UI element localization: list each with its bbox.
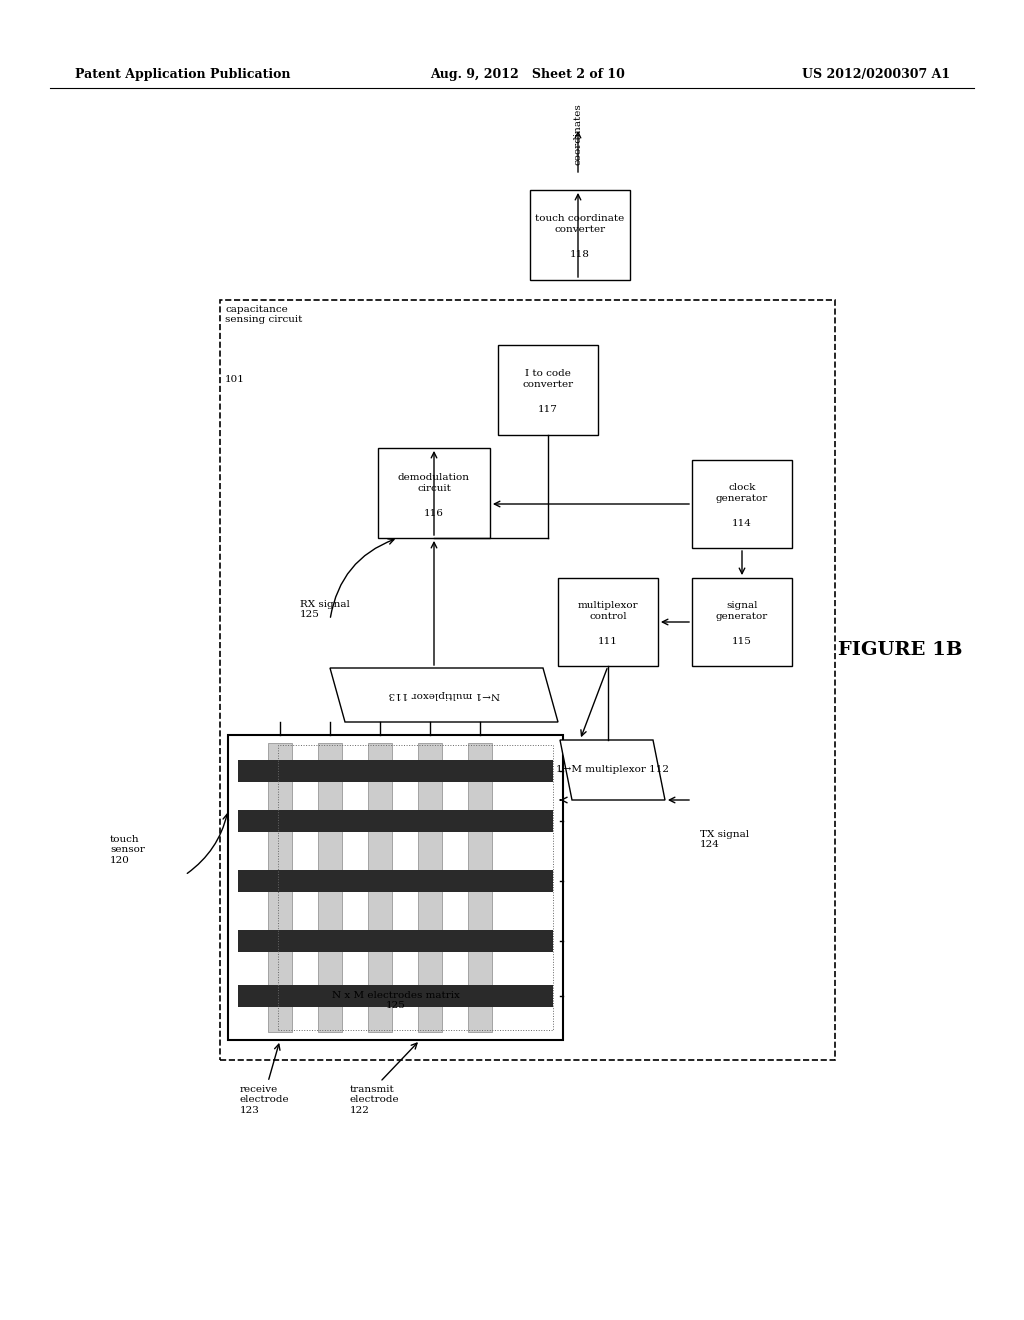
Text: 117: 117 [538, 405, 558, 414]
Bar [238, 931, 553, 952]
Text: signal
generator: signal generator [716, 602, 768, 622]
Bar [692, 578, 792, 667]
Text: 116: 116 [424, 508, 444, 517]
Text: touch
sensor
120: touch sensor 120 [110, 836, 144, 865]
Text: FIGURE 1B: FIGURE 1B [838, 642, 963, 659]
Text: 118: 118 [570, 251, 590, 259]
Text: RX signal
125: RX signal 125 [300, 601, 350, 619]
Bar [692, 459, 792, 548]
Bar [268, 743, 292, 1032]
Text: N x M electrodes matrix
125: N x M electrodes matrix 125 [332, 990, 460, 1010]
Text: US 2012/0200307 A1: US 2012/0200307 A1 [802, 69, 950, 81]
Bar [220, 300, 835, 1060]
Bar [278, 744, 553, 1030]
Bar [238, 760, 553, 781]
Text: touch coordinate
converter: touch coordinate converter [536, 214, 625, 234]
Text: 114: 114 [732, 519, 752, 528]
Text: demodulation
circuit: demodulation circuit [398, 473, 470, 494]
Bar [498, 345, 598, 436]
Text: 111: 111 [598, 636, 617, 645]
Text: Patent Application Publication: Patent Application Publication [75, 69, 291, 81]
Text: coordinates: coordinates [573, 103, 583, 165]
Text: N←1 multiplexor 113: N←1 multiplexor 113 [388, 690, 500, 700]
Text: capacitance
sensing circuit: capacitance sensing circuit [225, 305, 302, 325]
Text: Aug. 9, 2012   Sheet 2 of 10: Aug. 9, 2012 Sheet 2 of 10 [430, 69, 625, 81]
Text: TX signal
124: TX signal 124 [700, 830, 750, 849]
Text: 101: 101 [225, 375, 245, 384]
Bar [368, 743, 392, 1032]
Bar [530, 190, 630, 280]
Bar [238, 985, 553, 1007]
Bar [418, 743, 442, 1032]
Bar [318, 743, 342, 1032]
Text: clock
generator: clock generator [716, 483, 768, 503]
Text: 115: 115 [732, 636, 752, 645]
Text: 1→M multiplexor 112: 1→M multiplexor 112 [556, 766, 669, 775]
Bar [558, 578, 658, 667]
Text: multiplexor
control: multiplexor control [578, 602, 638, 622]
Bar [468, 743, 492, 1032]
Bar [228, 735, 563, 1040]
Text: I to code
converter: I to code converter [522, 370, 573, 389]
Bar [378, 447, 490, 539]
Bar [238, 870, 553, 892]
Text: receive
electrode
123: receive electrode 123 [240, 1085, 290, 1115]
Polygon shape [560, 741, 665, 800]
Text: transmit
electrode
122: transmit electrode 122 [350, 1085, 399, 1115]
Bar [238, 810, 553, 832]
Polygon shape [330, 668, 558, 722]
